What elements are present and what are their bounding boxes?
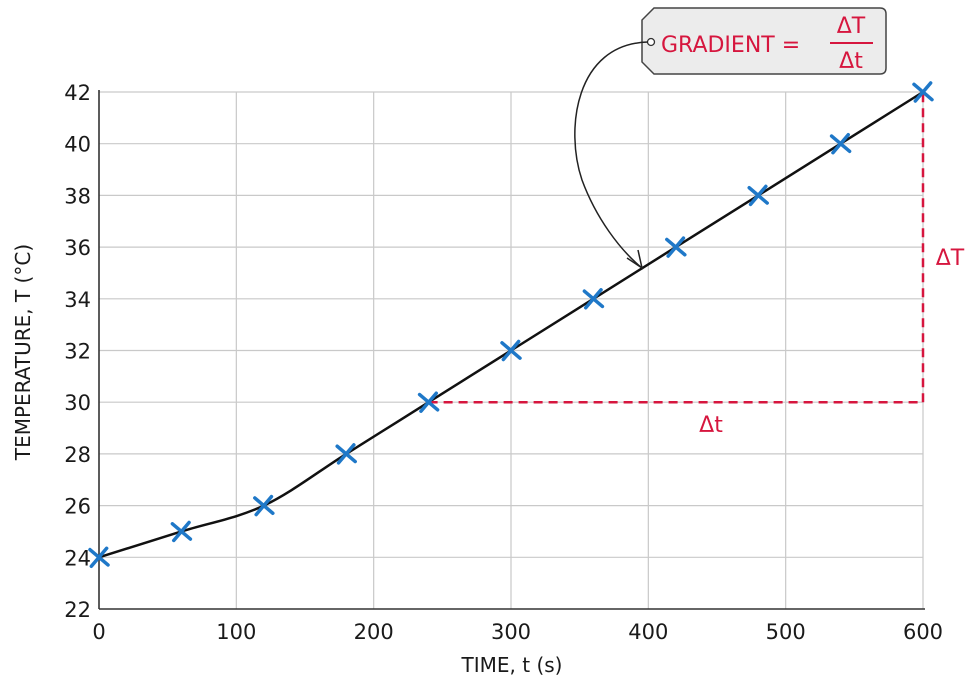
data-point bbox=[172, 522, 190, 540]
annotation-text: GRADIENT = bbox=[661, 33, 800, 58]
x-tick-label: 100 bbox=[216, 620, 256, 644]
gradient-annotation: GRADIENT = ΔT Δt bbox=[575, 8, 886, 268]
annotation-numerator: ΔT bbox=[837, 14, 866, 39]
x-tick-label: 200 bbox=[354, 620, 394, 644]
y-tick-label: 28 bbox=[64, 443, 91, 467]
y-tick-label: 24 bbox=[64, 546, 91, 570]
x-tick-label: 600 bbox=[903, 620, 943, 644]
annotation-arrow bbox=[575, 42, 648, 268]
annotation-denominator: Δt bbox=[839, 49, 863, 74]
y-tick-label: 40 bbox=[64, 133, 91, 157]
x-tick-labels: 0 100 200 300 400 500 600 bbox=[92, 620, 943, 644]
annotation-tag-hole bbox=[648, 39, 655, 46]
x-tick-label: 400 bbox=[628, 620, 668, 644]
delta-T-label: ΔT bbox=[936, 246, 965, 271]
y-tick-label: 26 bbox=[64, 495, 91, 519]
x-tick-label: 500 bbox=[766, 620, 806, 644]
y-tick-label: 42 bbox=[64, 81, 91, 105]
y-tick-labels: 22 24 26 28 30 32 34 36 38 40 42 bbox=[64, 81, 91, 622]
x-axis-label: TIME, t (s) bbox=[461, 653, 563, 677]
y-tick-label: 38 bbox=[64, 184, 91, 208]
y-tick-label: 36 bbox=[64, 236, 91, 260]
y-tick-label: 22 bbox=[64, 598, 91, 622]
y-tick-label: 30 bbox=[64, 391, 91, 415]
y-tick-label: 34 bbox=[64, 288, 91, 312]
y-axis-label: TEMPERATURE, T (°C) bbox=[11, 244, 35, 461]
x-tick-label: 0 bbox=[92, 620, 105, 644]
y-tick-label: 32 bbox=[64, 340, 91, 364]
delta-t-label: Δt bbox=[699, 413, 723, 438]
x-tick-label: 300 bbox=[491, 620, 531, 644]
